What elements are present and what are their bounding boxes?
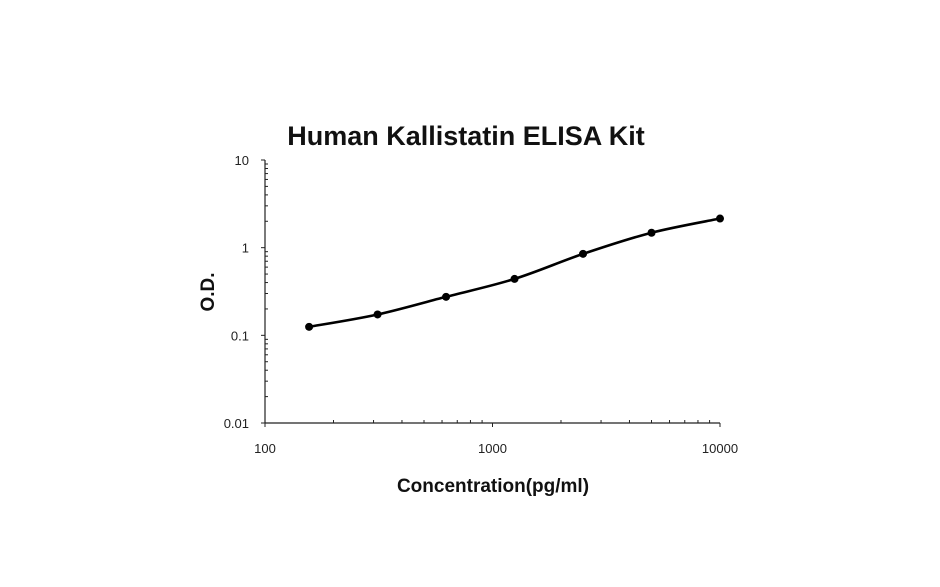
axes [264,160,720,424]
data-point [305,322,314,331]
data-point [579,249,588,258]
standard-curve-line [308,217,721,329]
x-tick-label: 10000 [702,441,738,456]
x-tick-label: 1000 [478,441,507,456]
y-tick-label: 0.1 [231,328,249,343]
y-tick-label: 1 [242,241,249,256]
chart-title: Human Kallistatin ELISA Kit [287,121,645,151]
ticks: 0.01 0.1 1 10 100 1000 10000 [224,153,738,456]
y-tick-label: 0.01 [224,416,249,431]
y-tick-label: 10 [235,153,249,168]
data-point [716,214,724,223]
x-axis-label: Concentration(pg/ml) [397,476,589,497]
data-point [647,228,656,237]
data-point [510,274,519,283]
x-tick-label: 100 [254,441,276,456]
data-point [442,292,451,301]
data-point [373,310,382,319]
series [305,214,724,331]
y-axis-label: O.D. [198,272,219,311]
